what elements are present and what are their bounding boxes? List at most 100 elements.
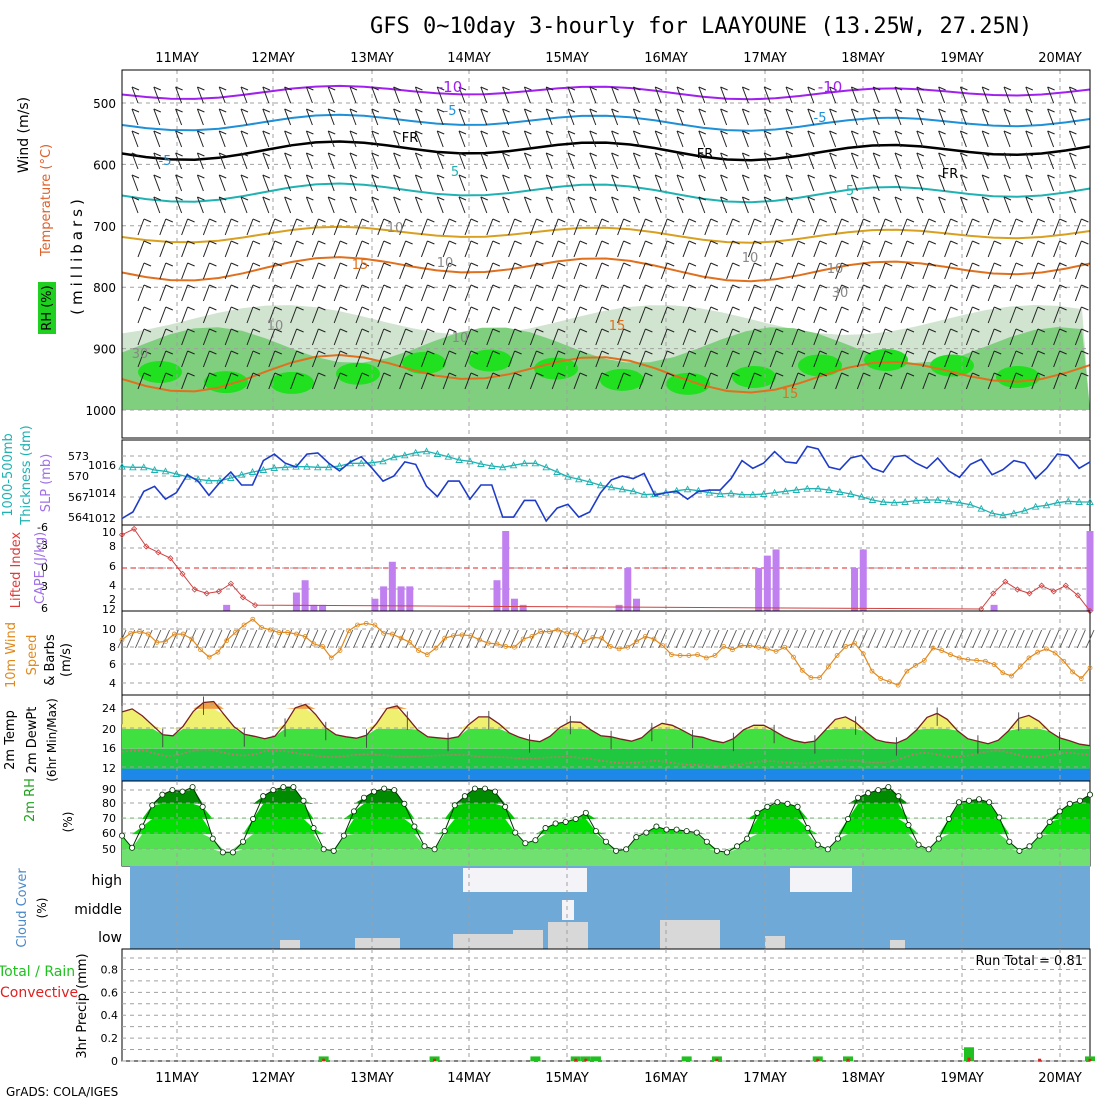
- wind-barb-flag: [165, 328, 173, 333]
- wind-barb-staff: [393, 108, 401, 126]
- wind-barb-staff: [159, 262, 167, 280]
- wind-barb-flag: [819, 306, 827, 311]
- cape-bar: [397, 586, 405, 611]
- wind-barb-staff: [311, 284, 319, 302]
- precip-total-bar: [681, 1056, 692, 1061]
- wind-barb-flag: [492, 328, 500, 333]
- wind-barb-staff: [262, 130, 270, 148]
- wind-barb-flag: [449, 328, 457, 333]
- wind-barb-staff: [938, 86, 946, 104]
- wind-barb-flag: [1037, 262, 1045, 267]
- wind-speed-marker: [730, 647, 735, 653]
- wind-speed-marker: [128, 630, 134, 636]
- wind-barb-flag: [240, 196, 249, 201]
- thickness-marker: [1020, 506, 1029, 514]
- cape-bar: [755, 567, 763, 611]
- wind-barb-flag: [950, 372, 958, 377]
- wind-barb-staff: [573, 284, 581, 302]
- wind-barb-flag: [284, 174, 292, 179]
- wind-barb: [466, 629, 476, 649]
- li-marker: [252, 602, 259, 609]
- wind-barb-staff: [153, 130, 161, 148]
- wind-barb-flag: [732, 328, 740, 333]
- wind-barb-staff: [420, 328, 428, 346]
- wind-barb: [143, 629, 153, 649]
- thickness-marker: [324, 463, 333, 471]
- rh-band-mid: [122, 327, 1090, 410]
- wind-barb-staff: [502, 152, 510, 170]
- wind-barb-staff: [589, 196, 597, 214]
- wind-barb-flag: [415, 86, 423, 91]
- wind-barb-flag: [536, 372, 544, 377]
- wind-barb-flag: [698, 108, 706, 113]
- wind-barb-staff: [529, 350, 537, 368]
- wind-barb-flag: [829, 86, 837, 91]
- wind-barb-flag: [318, 350, 326, 355]
- wind-barb-flag: [589, 174, 597, 179]
- thickness-marker: [759, 490, 768, 497]
- contour-label: 10: [827, 262, 844, 277]
- li-marker: [215, 588, 222, 595]
- wind-barb-staff: [617, 306, 625, 324]
- wind-barb: [510, 629, 519, 649]
- top-date-label: 16MAY: [644, 51, 688, 66]
- wind-barb-staff: [1053, 218, 1061, 236]
- wind-barb: [248, 629, 258, 649]
- wind-barb-flag: [1003, 196, 1012, 201]
- wind-barb-staff: [464, 350, 472, 368]
- wind-barb-flag: [785, 174, 794, 179]
- wind-barb-flag: [492, 218, 500, 223]
- wind-barb-flag: [667, 328, 675, 333]
- wind-speed-marker: [1035, 649, 1041, 655]
- wind-barb-flag: [819, 328, 827, 333]
- cape-bar: [493, 580, 501, 611]
- wind-barb-staff: [944, 240, 952, 258]
- cloud-unit-label: (%): [35, 898, 49, 919]
- wind-barb-staff: [311, 350, 319, 368]
- wind-barb-staff: [305, 174, 313, 192]
- thickness-marker: [618, 485, 627, 493]
- wind-barb-staff: [420, 240, 428, 258]
- wind-barb-flag: [131, 86, 140, 91]
- rh-marker: [169, 787, 176, 794]
- wind-barb-flag: [558, 218, 566, 223]
- wind-barb-staff: [458, 152, 466, 170]
- wind-barb-staff: [523, 174, 531, 192]
- wind-barb-staff: [720, 130, 728, 148]
- wind-barb-flag: [1059, 218, 1067, 223]
- wind-barb-flag: [863, 328, 871, 333]
- wind-barb-staff: [442, 328, 450, 346]
- wind-barb: [492, 629, 502, 649]
- wind-barb-staff: [545, 108, 553, 126]
- wind-barb-flag: [776, 306, 784, 311]
- wind-barb-staff: [785, 108, 793, 126]
- slp-line: [121, 445, 1091, 523]
- wind-barb-flag: [165, 240, 173, 245]
- wind-barb-flag: [558, 262, 566, 267]
- wind-barb: [1024, 629, 1034, 649]
- rh-marker: [824, 846, 831, 853]
- wind-barb-staff: [508, 284, 516, 302]
- contour-label: 10: [742, 251, 759, 266]
- wind-barb-flag: [492, 306, 500, 311]
- wind-barb-staff: [567, 152, 575, 170]
- contour-label: -10: [438, 78, 463, 96]
- precip-convective-bar: [433, 1058, 437, 1061]
- precip-total-label: Total / Rain: [0, 964, 75, 980]
- wind-speed-marker: [599, 635, 605, 641]
- wind-barb-staff: [894, 174, 902, 192]
- wind-barb: [422, 629, 432, 649]
- wind-speed-marker: [267, 627, 273, 633]
- wind-barb-flag: [754, 372, 762, 377]
- wind-speed-marker: [799, 667, 805, 673]
- wind-barb-flag: [829, 108, 837, 113]
- thickness-marker: [531, 459, 540, 467]
- wind-barb-staff: [769, 240, 777, 258]
- wind-barb-staff: [224, 284, 232, 302]
- wind-barb: [1033, 629, 1043, 649]
- wind-barb-flag: [415, 130, 423, 135]
- wind-barb-flag: [502, 196, 510, 201]
- wind-barb-staff: [676, 152, 684, 170]
- precip-convective-bar: [715, 1058, 719, 1061]
- wind-barb-staff: [131, 108, 139, 126]
